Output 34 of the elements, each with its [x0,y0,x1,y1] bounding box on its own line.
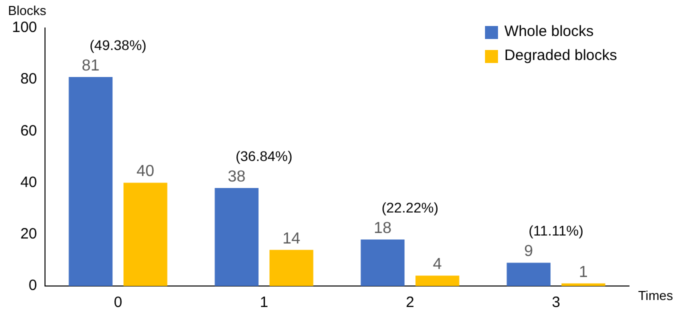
data-label: 81 [82,57,100,74]
y-tick-label: 40 [20,174,38,191]
bar [124,182,168,286]
bar [269,250,314,286]
data-label: 38 [228,168,246,186]
x-axis-title: Times [638,288,674,304]
y-tick-label: 20 [20,226,38,243]
annotation: (22.22%) [382,199,438,216]
legend-label: Whole blocks [504,22,594,42]
bar [68,77,113,286]
x-tick-label: 0 [114,294,122,312]
legend-label: Degraded blocks [504,46,617,66]
data-label: 18 [374,220,392,237]
y-tick-label: 100 [12,19,38,36]
data-label: 9 [524,243,534,260]
bar [214,188,259,286]
bar [506,262,551,286]
y-tick-label: 80 [20,70,38,88]
data-label: 14 [282,230,300,248]
y-tick-label: 0 [28,277,38,294]
y-tick-label: 60 [20,122,38,140]
annotation: (49.38%) [90,36,146,53]
x-tick-label: 1 [260,294,268,312]
y-axis-title: Blocks [8,3,47,18]
bar [415,276,460,286]
data-label: 40 [136,163,154,180]
bar [360,240,405,286]
x-tick-label: 2 [406,294,414,312]
data-label: 4 [432,256,442,274]
annotation: (11.11%) [528,222,584,239]
x-tick-label: 3 [552,294,560,312]
annotation: (36.84%) [236,148,292,164]
bar [561,283,606,286]
data-label: 1 [578,264,588,281]
